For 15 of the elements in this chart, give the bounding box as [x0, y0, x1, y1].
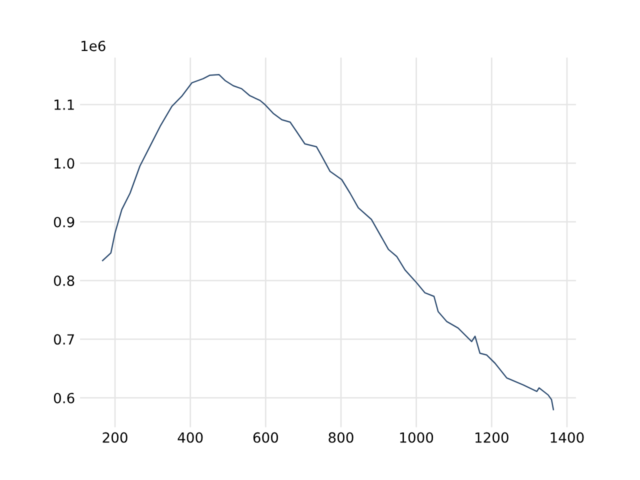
line-series [102, 74, 554, 410]
x-tick-label: 1400 [550, 432, 584, 443]
y-tick-label: 0.8 [54, 276, 74, 286]
x-tick-label: 600 [253, 432, 278, 443]
y-tick-label: 1.0 [54, 158, 74, 169]
y-tick-label: 0.6 [54, 392, 74, 404]
x-tick-label: 200 [102, 432, 128, 443]
x-tick-label: 400 [178, 432, 203, 443]
text: 1e6 [82, 40, 106, 52]
y-tick-label: 1.1 [54, 100, 74, 110]
y-tick-label: 0.9 [54, 216, 74, 228]
x-tick-label: 1200 [475, 432, 508, 443]
x-tick-label: 800 [328, 432, 354, 443]
y-tick-label: 0.7 [54, 334, 74, 345]
x-tick-label: 1000 [400, 432, 434, 443]
